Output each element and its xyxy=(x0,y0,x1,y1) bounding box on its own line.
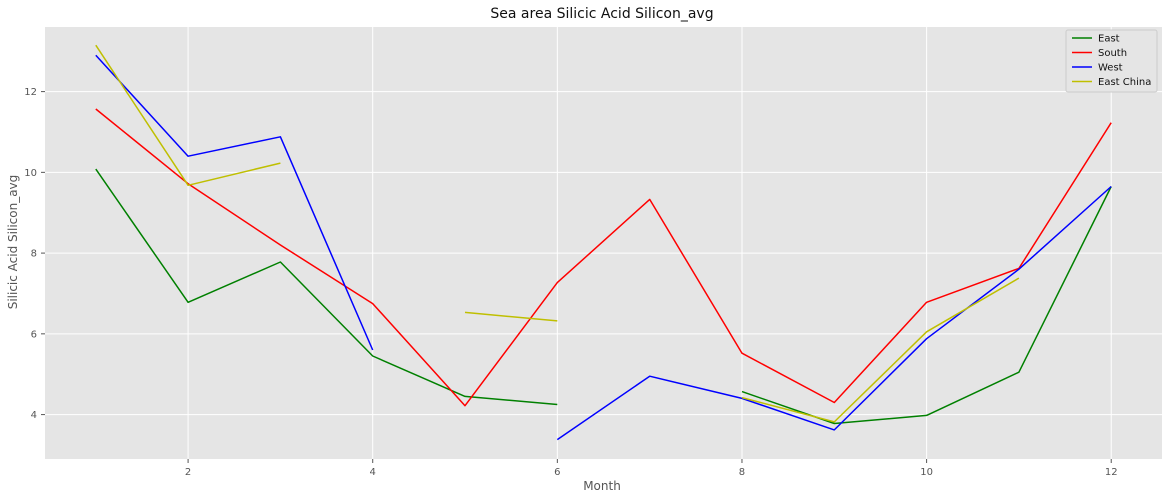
legend-label-east: East xyxy=(1098,34,1120,45)
plot-background xyxy=(45,27,1162,459)
legend-box xyxy=(1065,29,1158,93)
x-tick-label: 12 xyxy=(1105,467,1118,478)
y-tick-label: 6 xyxy=(31,329,37,340)
series-line-south xyxy=(95,108,1112,407)
y-tick-label: 8 xyxy=(31,249,37,260)
series-line-east xyxy=(95,168,558,406)
series-line-west xyxy=(95,54,374,351)
x-tick-label: 2 xyxy=(185,467,191,478)
series-line-east-china xyxy=(95,44,281,187)
y-axis-label: Silicic Acid Silicon_avg xyxy=(6,175,20,310)
chart-title: Sea area Silicic Acid Silicon_avg xyxy=(490,6,713,22)
y-tick-label: 12 xyxy=(24,87,37,98)
y-tick-label: 4 xyxy=(31,410,37,421)
series-line-east-china xyxy=(741,277,1020,423)
y-tick-label: 10 xyxy=(24,168,37,179)
x-tick-label: 6 xyxy=(554,467,560,478)
series-line-west xyxy=(556,185,1112,441)
x-axis-label: Month xyxy=(583,479,621,493)
x-tick-label: 8 xyxy=(739,467,745,478)
series-line-east xyxy=(741,186,1112,425)
series-line-east-china xyxy=(464,311,558,322)
x-tick-label: 4 xyxy=(370,467,376,478)
legend-label-south: South xyxy=(1098,48,1127,59)
x-tick-label: 10 xyxy=(920,467,933,478)
legend-label-east-china: East China xyxy=(1098,77,1151,88)
legend-label-west: West xyxy=(1098,63,1123,74)
